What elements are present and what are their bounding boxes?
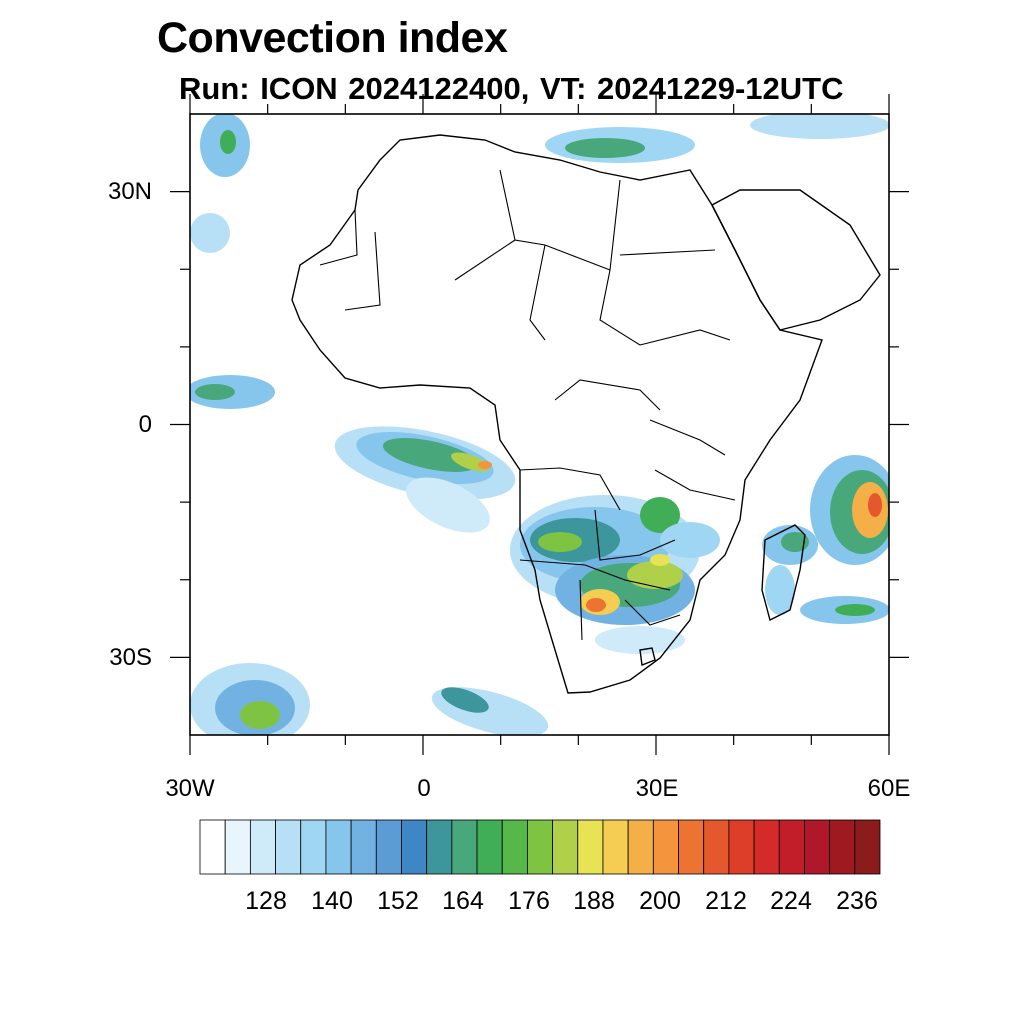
colorbar [199, 819, 881, 875]
xlabel-0: 0 [417, 775, 431, 802]
colorbar-swatch [199, 819, 226, 875]
colorbar-swatch [703, 819, 730, 875]
xlabel-60e: 60E [867, 775, 911, 802]
colorbar-swatch [325, 819, 352, 875]
convection-field [190, 114, 889, 735]
colorbar-swatch [577, 819, 604, 875]
colorbar-label: 212 [705, 887, 747, 915]
colorbar-swatch [854, 819, 881, 875]
colorbar-swatch [224, 819, 251, 875]
ylabel-30s: 30S [109, 644, 152, 671]
colorbar-swatch [627, 819, 654, 875]
colorbar-swatch [804, 819, 831, 875]
colorbar-swatch [552, 819, 579, 875]
colorbar-swatch [401, 819, 428, 875]
colorbar-label: 200 [639, 887, 681, 915]
colorbar-swatch [375, 819, 402, 875]
colorbar-label: 140 [311, 887, 353, 915]
colorbar-swatch [527, 819, 553, 875]
ylabel-0: 0 [138, 411, 152, 438]
colorbar-swatch [652, 819, 679, 875]
colorbar-label: 128 [245, 887, 287, 915]
map-subtitle: Run: ICON 2024122400, VT: 20241229-12UTC [179, 71, 844, 106]
colorbar-label: 188 [573, 887, 615, 915]
xlabel-30e: 30E [635, 775, 679, 802]
xlabel-30w: 30W [165, 775, 215, 802]
map-title: Convection index [157, 14, 508, 62]
colorbar-swatch [300, 819, 327, 875]
axis-ticks [170, 94, 909, 755]
colorbar-swatch [602, 819, 629, 875]
colorbar-swatch [350, 819, 377, 875]
country-borders [319, 169, 736, 641]
colorbar-label: 152 [377, 887, 419, 915]
map-frame [189, 113, 890, 736]
colorbar-label: 176 [508, 887, 550, 915]
colorbar-swatch [426, 819, 453, 875]
colorbar-swatch [476, 819, 503, 875]
colorbar-swatch [778, 819, 805, 875]
colorbar-swatch [249, 819, 276, 875]
colorbar-label: 224 [770, 887, 812, 915]
colorbar-swatch [451, 819, 478, 875]
colorbar-swatch [501, 819, 528, 875]
colorbar-swatch [678, 819, 705, 875]
coastline [291, 134, 881, 694]
colorbar-label: 164 [442, 887, 484, 915]
colorbar-swatch [829, 819, 856, 875]
colorbar-label: 236 [836, 887, 878, 915]
colorbar-swatch [275, 819, 302, 875]
colorbar-swatch [753, 819, 780, 875]
ylabel-30n: 30N [107, 178, 152, 205]
colorbar-swatch [728, 819, 755, 875]
